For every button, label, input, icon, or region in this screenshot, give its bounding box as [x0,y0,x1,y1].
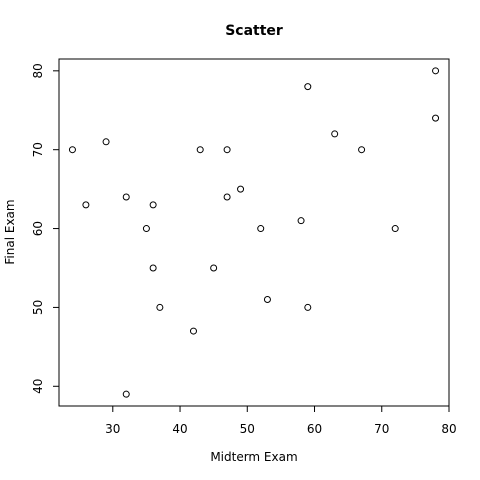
y-axis: 40 50 60 70 80 [31,63,59,394]
data-point [257,225,265,233]
data-point [102,138,110,146]
data-point [358,146,366,154]
data-point [189,327,197,335]
x-tick-label: 70 [374,422,389,436]
data-point [122,390,130,398]
data-point [297,217,305,225]
y-axis-label: Final Exam [3,199,17,264]
y-tick-label: 60 [31,221,45,236]
x-axis-label: Midterm Exam [210,450,297,464]
data-point [223,193,231,201]
data-point [432,114,440,122]
x-tick-label: 40 [172,422,187,436]
data-point [149,264,157,272]
y-tick-label: 80 [31,63,45,78]
y-tick-label: 50 [31,300,45,315]
x-axis: 30 40 50 60 70 80 [105,406,457,436]
data-point [263,296,271,304]
chart-title: Scatter [225,23,283,39]
data-point [304,303,312,311]
data-point [149,201,157,209]
x-tick-label: 30 [105,422,120,436]
data-points [68,67,440,398]
y-tick-label: 40 [31,379,45,394]
data-point [156,303,164,311]
plot-frame [58,58,450,407]
data-point [210,264,218,272]
data-point [142,225,150,233]
data-point [432,67,440,75]
data-point [237,185,245,193]
data-point [68,146,76,154]
data-point [196,146,204,154]
data-point [331,130,339,138]
data-point [223,146,231,154]
data-point [391,225,399,233]
y-tick-label: 70 [31,142,45,157]
data-point [304,83,312,91]
x-tick-label: 50 [240,422,255,436]
data-point [122,193,130,201]
x-tick-label: 60 [307,422,322,436]
x-tick-label: 80 [441,422,456,436]
data-point [82,201,90,209]
